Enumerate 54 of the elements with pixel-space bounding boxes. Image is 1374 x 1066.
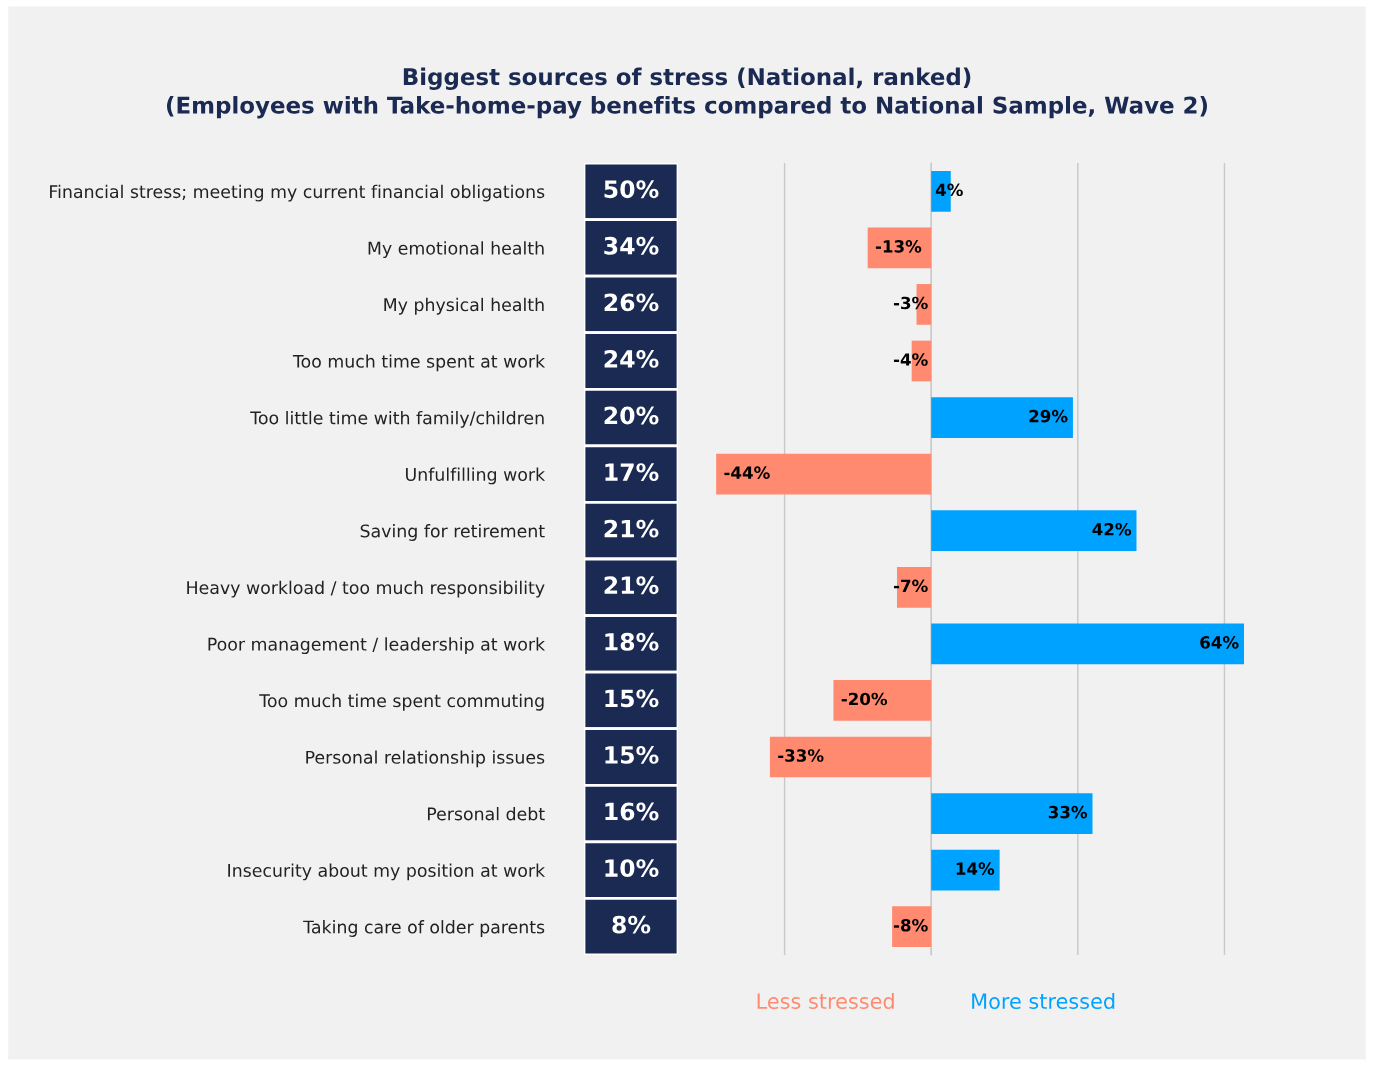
bar: [931, 793, 1093, 834]
text: 26%: [604, 293, 659, 312]
data-label: -44%: [724, 466, 770, 479]
chart-title: Biggest sources of stress (National, ranked) (Employees with Take-home-pay benefits compared to National Sample, Wave 2): [167, 67, 1207, 119]
y-tick-label: My physical health: [384, 297, 544, 315]
y-tick-label: My emotional health: [368, 241, 544, 259]
y-tick-label: Insecurity about my position at work: [228, 863, 546, 881]
y-tick-label: Saving for retirement: [360, 524, 545, 541]
text: 34%: [604, 236, 659, 255]
text: 10%: [605, 859, 659, 877]
y-tick-label: Too much time spent commuting: [259, 693, 544, 711]
bar: [931, 397, 1073, 438]
data-label: 14%: [956, 862, 995, 875]
text: 17%: [605, 463, 659, 481]
text: 21%: [604, 519, 659, 538]
data-label: 42%: [1092, 522, 1132, 536]
bar: [769, 736, 932, 778]
text: 15%: [605, 689, 659, 708]
data-label: -3%: [893, 296, 928, 310]
data-label: 29%: [1029, 409, 1068, 423]
text: 24%: [604, 349, 659, 368]
data-label: -20%: [841, 692, 888, 706]
data-label: -8%: [893, 918, 928, 932]
y-tick-label: Heavy workload / too much responsibility: [187, 580, 545, 598]
bar: [931, 623, 1245, 665]
y-tick-label: Personal relationship issues: [306, 750, 545, 768]
data-label: -13%: [875, 240, 922, 253]
y-tick-label: Too little time with family/children: [250, 410, 544, 428]
text: 15%: [605, 745, 659, 764]
text: 18%: [605, 632, 659, 651]
bar: [931, 510, 1137, 552]
bar: [892, 906, 932, 948]
data-label: -33%: [778, 749, 824, 762]
y-tick-label: Poor management / leadership at work: [208, 637, 546, 655]
text: 8%: [612, 915, 651, 934]
bar: [833, 680, 932, 721]
data-label: -7%: [893, 579, 928, 593]
text: 20%: [604, 406, 659, 425]
text: Less stressed: [757, 992, 894, 1010]
text: 21%: [604, 576, 659, 595]
bar: [931, 849, 1000, 891]
bar: [867, 227, 932, 269]
y-tick-label: Financial stress; meeting my current financial obligations: [50, 184, 545, 202]
data-label: 33%: [1048, 805, 1088, 819]
bar: [716, 453, 932, 495]
text: 16%: [605, 802, 659, 821]
y-tick-label: Too much time spent at work: [292, 354, 546, 372]
text: 50%: [604, 180, 659, 199]
y-tick-label: Unfulfilling work: [406, 467, 546, 485]
y-tick-label: Taking care of older parents: [303, 920, 545, 937]
text: More stressed: [972, 992, 1115, 1010]
y-tick-label: Personal debt: [427, 806, 545, 821]
data-label: 64%: [1200, 636, 1239, 649]
data-label: -4%: [893, 353, 928, 366]
